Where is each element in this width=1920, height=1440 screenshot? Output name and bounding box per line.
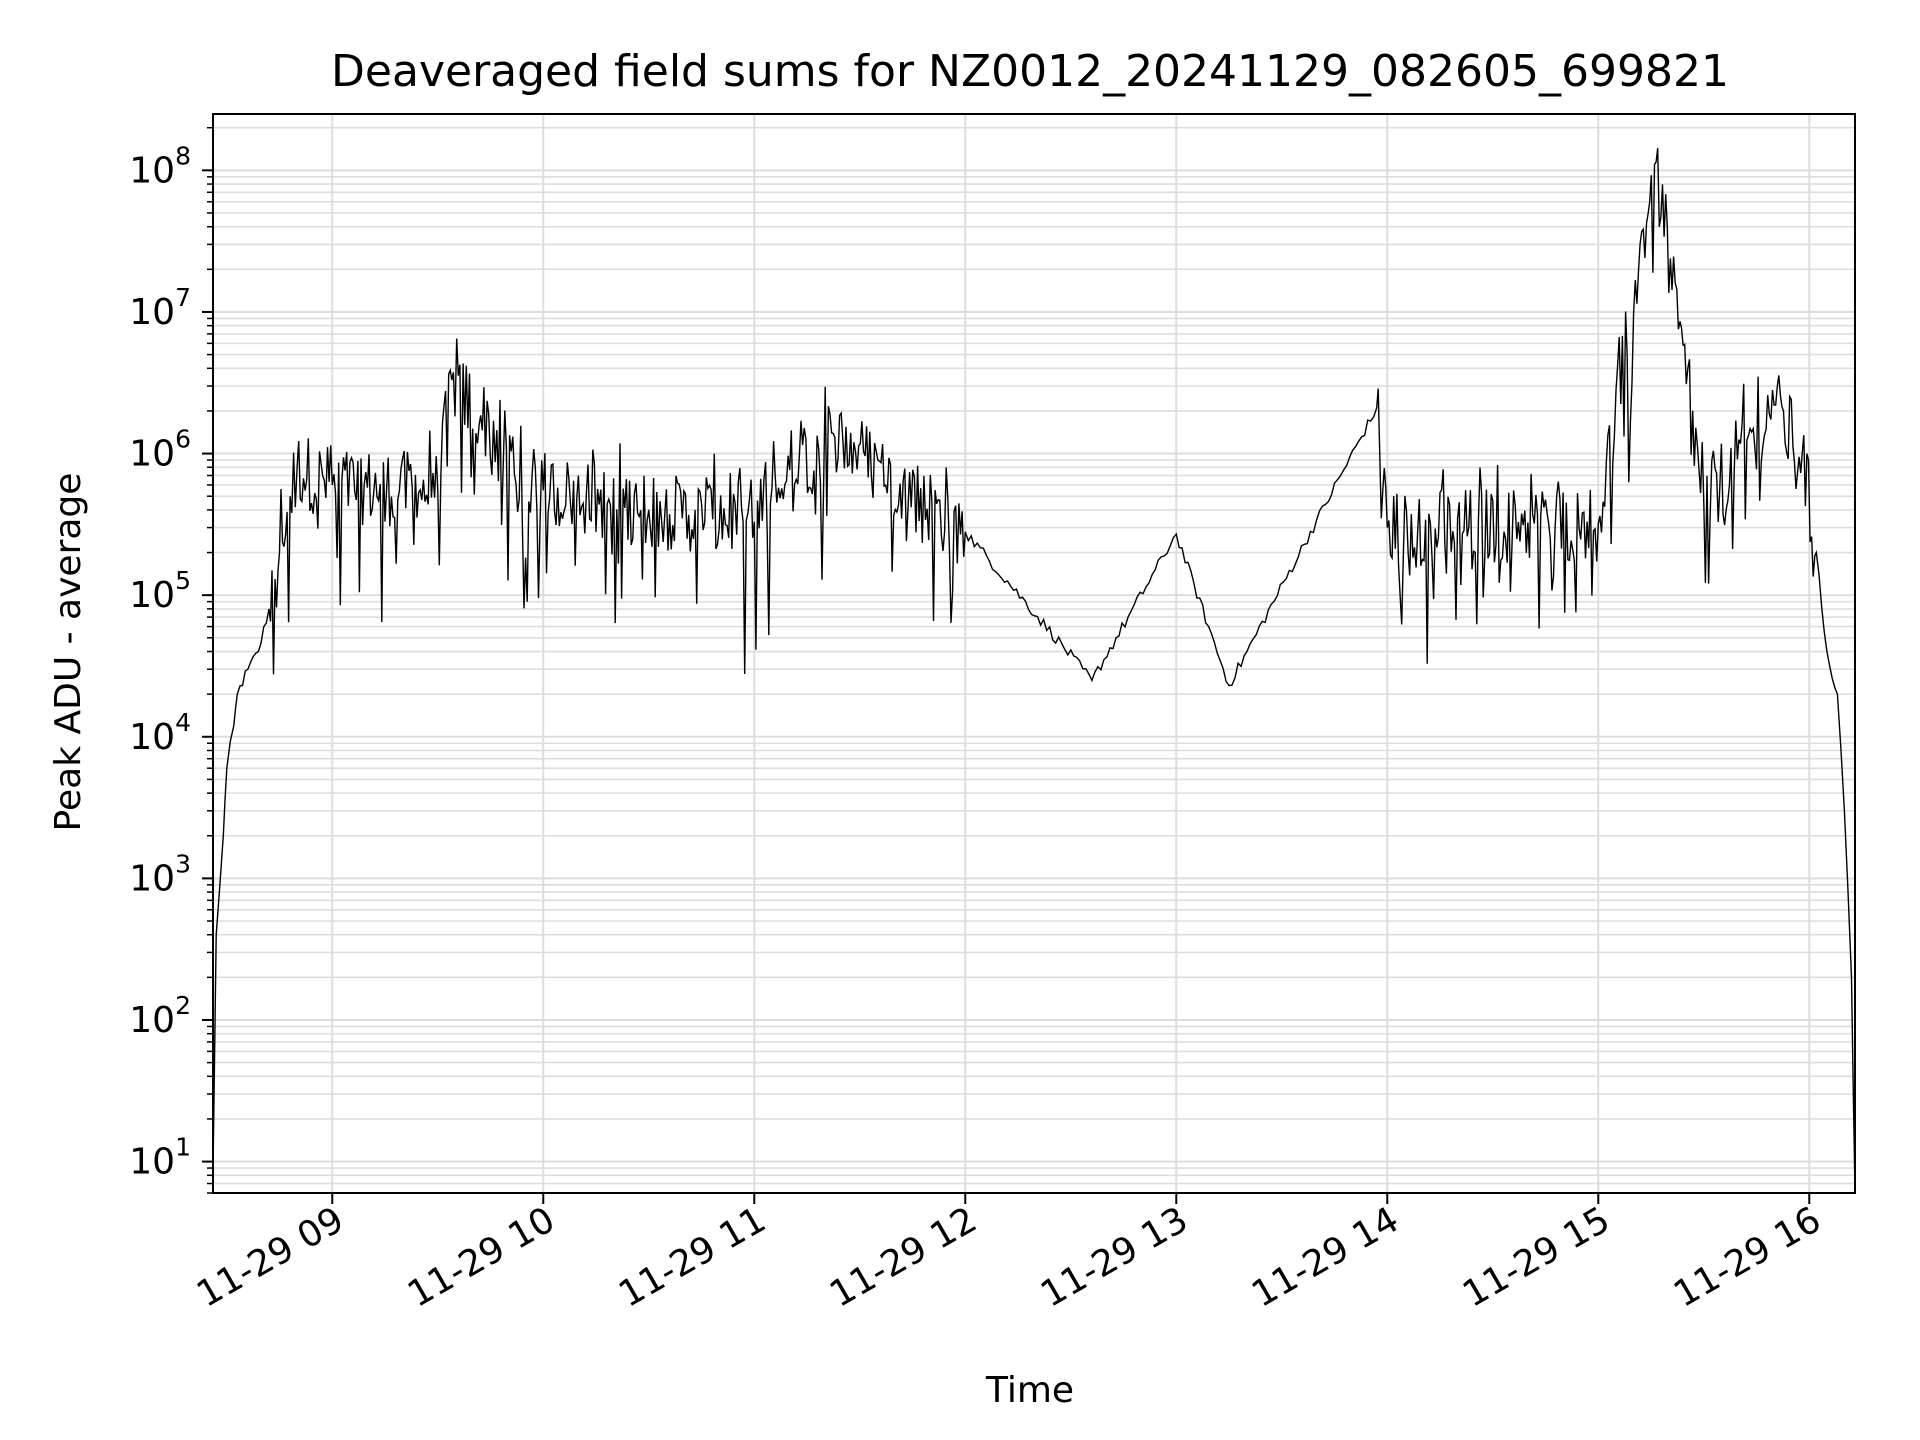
- y-tick-label: 108: [129, 141, 191, 191]
- series-line-group: [212, 148, 1856, 1194]
- x-tick-label: 11-29 15: [1456, 1199, 1617, 1315]
- y-tick-label-base: 10: [129, 717, 175, 758]
- y-tick-label-exponent: 2: [175, 991, 191, 1020]
- y-tick-label-base: 10: [129, 858, 175, 899]
- grid: [213, 114, 1855, 1194]
- y-axis-label: Peak ADU - average: [48, 473, 89, 832]
- x-tick-label: 11-29 11: [612, 1199, 773, 1315]
- y-tick-label-exponent: 8: [175, 141, 191, 170]
- y-tick-label-exponent: 4: [175, 708, 191, 737]
- y-tick-label: 101: [129, 1133, 191, 1183]
- x-axis-label: Time: [985, 1370, 1074, 1411]
- y-tick-label-base: 10: [129, 575, 175, 616]
- x-tick-label: 11-29 16: [1667, 1199, 1828, 1315]
- y-tick-label: 104: [129, 708, 191, 758]
- x-tick-label: 11-29 10: [401, 1199, 562, 1315]
- y-tick-label-exponent: 6: [175, 425, 191, 454]
- chart-title: Deaveraged field sums for NZ0012_2024112…: [331, 46, 1729, 97]
- series-line: [212, 148, 1856, 1194]
- x-tick-label: 11-29 12: [823, 1199, 984, 1315]
- y-tick-label-exponent: 7: [175, 283, 191, 312]
- y-tick-label: 107: [129, 283, 191, 333]
- x-tick-label: 11-29 09: [190, 1199, 351, 1315]
- y-tick-label: 102: [129, 991, 191, 1041]
- y-tick-label: 106: [129, 425, 191, 475]
- x-tick-label: 11-29 14: [1245, 1199, 1406, 1315]
- y-tick-label-base: 10: [129, 150, 175, 191]
- y-tick-label-exponent: 3: [175, 849, 191, 878]
- y-tick-label-base: 10: [129, 434, 175, 475]
- y-tick-label: 103: [129, 849, 191, 899]
- y-tick-label-base: 10: [129, 1142, 175, 1183]
- y-tick-label-base: 10: [129, 292, 175, 333]
- y-tick-label-base: 10: [129, 1000, 175, 1041]
- x-tick-label: 11-29 13: [1034, 1199, 1195, 1315]
- plot-frame: [212, 113, 1856, 1194]
- y-tick-label-exponent: 5: [175, 566, 191, 595]
- y-tick-label: 105: [129, 566, 191, 616]
- y-tick-label-exponent: 1: [175, 1133, 191, 1162]
